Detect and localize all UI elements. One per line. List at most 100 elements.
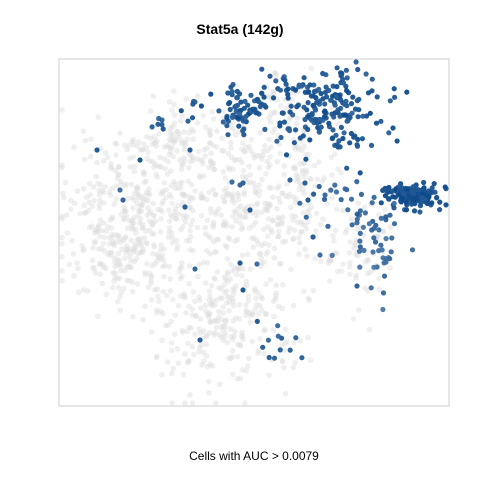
background-cell-point — [347, 264, 353, 270]
background-cell-point — [103, 265, 109, 272]
background-cell-point — [180, 199, 186, 206]
background-cell-point — [76, 289, 82, 296]
background-cell-point — [103, 291, 110, 298]
background-cell-point — [362, 285, 368, 291]
background-cell-point — [129, 226, 136, 232]
background-cell-point — [221, 148, 227, 154]
background-cell-point — [224, 269, 231, 275]
background-cell-point — [253, 237, 260, 243]
background-cell-point — [148, 277, 154, 284]
background-cell-point — [218, 212, 225, 218]
background-cell-point — [272, 110, 278, 116]
background-cell-point — [137, 147, 144, 153]
background-cell-point — [292, 166, 299, 172]
background-cell-point — [71, 273, 77, 279]
background-cell-point — [271, 255, 278, 261]
background-cell-point — [177, 157, 183, 163]
background-cell-point — [285, 194, 292, 200]
background-cell-point — [121, 285, 127, 292]
background-cell-point — [250, 180, 257, 186]
background-cell-point — [229, 296, 236, 302]
background-cell-point — [170, 123, 176, 130]
highlighted-cell-point — [296, 84, 302, 90]
background-cell-point — [157, 228, 164, 235]
background-cell-point — [255, 350, 262, 356]
background-cell-point — [275, 233, 282, 240]
background-cell-point — [219, 194, 226, 200]
background-cell-point — [135, 192, 141, 198]
background-cell-point — [128, 181, 135, 188]
background-cell-point — [246, 143, 252, 150]
highlighted-cell-point — [278, 134, 284, 141]
highlighted-cell-point — [257, 103, 263, 110]
highlighted-cell-point — [287, 347, 293, 353]
background-cell-point — [293, 120, 300, 127]
background-cell-point — [59, 254, 65, 260]
background-cell-point — [167, 168, 174, 174]
background-cell-point — [158, 164, 164, 170]
background-cell-point — [210, 224, 216, 230]
background-cell-point — [234, 237, 241, 243]
background-cell-point — [168, 318, 175, 325]
background-cell-point — [188, 126, 195, 133]
highlighted-cell-point — [334, 65, 340, 71]
highlighted-cell-point — [417, 203, 424, 209]
background-cell-point — [215, 314, 222, 320]
background-cell-point — [218, 324, 224, 330]
background-cell-point — [188, 325, 195, 331]
highlighted-cell-point — [189, 115, 196, 121]
background-cell-point — [266, 372, 272, 379]
background-cell-point — [282, 193, 289, 199]
background-cell-point — [203, 332, 209, 339]
background-cell-point — [175, 302, 182, 309]
background-cell-point — [236, 301, 243, 308]
background-cell-point — [236, 156, 243, 163]
background-cell-point — [243, 312, 249, 319]
background-cell-point — [245, 293, 252, 300]
background-cell-point — [231, 208, 237, 214]
background-cell-point — [196, 294, 202, 301]
background-cell-point — [90, 184, 97, 190]
background-cell-point — [244, 251, 251, 258]
background-cell-point — [190, 128, 197, 134]
background-cell-point — [271, 125, 278, 132]
background-cell-point — [104, 154, 111, 161]
background-cell-point — [219, 147, 225, 154]
background-cell-point — [151, 134, 158, 140]
background-cell-point — [180, 223, 186, 230]
background-cell-point — [91, 265, 98, 272]
background-cell-point — [276, 228, 282, 235]
highlighted-cell-point — [277, 120, 283, 126]
background-cell-point — [228, 261, 234, 268]
background-cell-point — [179, 140, 185, 147]
background-cell-point — [186, 238, 193, 244]
background-cell-point — [97, 260, 104, 267]
background-cell-point — [268, 111, 274, 118]
highlighted-cell-point — [277, 347, 283, 353]
background-cell-point — [179, 273, 185, 280]
background-cell-point — [203, 353, 210, 359]
background-cell-point — [160, 190, 166, 197]
background-cell-point — [115, 164, 122, 171]
background-cell-point — [312, 255, 318, 262]
background-cell-point — [224, 244, 230, 250]
background-cell-point — [166, 225, 173, 231]
background-cell-point — [148, 272, 155, 279]
background-cell-point — [159, 252, 166, 259]
background-cell-point — [239, 173, 246, 180]
background-cell-point — [198, 191, 205, 197]
background-cell-point — [298, 228, 305, 235]
highlighted-cell-point — [283, 152, 290, 158]
background-cell-point — [206, 297, 213, 304]
background-cell-point — [181, 146, 188, 153]
background-cell-point — [343, 227, 350, 233]
background-cell-point — [182, 143, 188, 149]
background-cell-point — [241, 191, 247, 198]
background-cell-point — [252, 184, 259, 191]
background-cell-point — [266, 242, 272, 248]
background-cell-point — [95, 114, 102, 120]
background-cell-point — [277, 150, 283, 157]
background-cell-point — [221, 187, 228, 194]
highlighted-cell-point — [291, 140, 297, 146]
background-cell-point — [230, 336, 236, 343]
